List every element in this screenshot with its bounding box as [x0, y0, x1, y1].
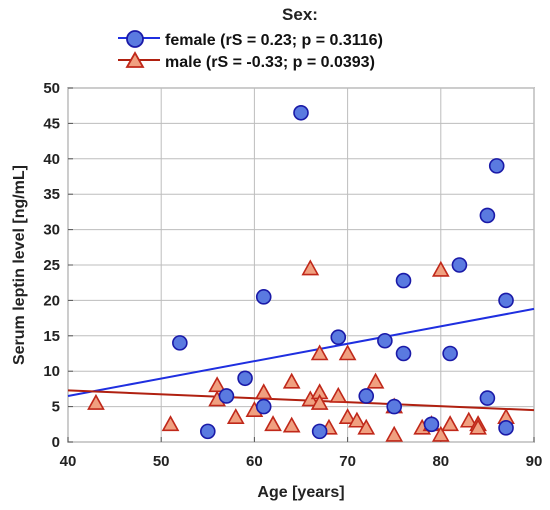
male-point	[254, 383, 273, 400]
legend-female-label: female (rS = 0.23; p = 0.3116)	[165, 32, 383, 49]
y-tick-label: 0	[52, 434, 60, 451]
female-point	[255, 398, 272, 415]
male-point	[348, 411, 366, 428]
y-tick-label: 25	[43, 257, 60, 274]
y-tick-label: 50	[43, 80, 60, 97]
female-point	[218, 388, 235, 404]
female-point	[311, 423, 328, 440]
female-point	[479, 207, 496, 224]
female-point	[395, 272, 412, 289]
x-axis-label: Age [years]	[257, 484, 344, 501]
y-tick-label: 40	[43, 151, 60, 168]
female-point	[237, 370, 253, 387]
female-point	[395, 345, 412, 362]
legend: Sex: female (rS = 0.23; p = 0.3116) male…	[118, 5, 383, 71]
y-axis-label: Serum leptin level [ng/mL]	[11, 165, 28, 365]
male-point	[366, 372, 385, 389]
male-point	[385, 425, 404, 442]
female-point	[358, 388, 375, 404]
male-point	[338, 344, 357, 361]
x-tick-label: 70	[339, 453, 356, 470]
legend-female-marker	[126, 30, 144, 48]
female-point	[488, 158, 505, 174]
male-point	[310, 344, 329, 361]
male-point	[161, 415, 180, 432]
y-tick-label: 45	[43, 115, 60, 132]
y-tick-label: 10	[43, 363, 60, 380]
male-point	[441, 415, 459, 432]
female-point	[423, 416, 440, 433]
female-point	[255, 289, 272, 305]
x-tick-label: 60	[246, 453, 263, 470]
male-point	[338, 408, 357, 425]
x-tick-label: 50	[153, 453, 170, 470]
trend-lines	[67, 307, 535, 412]
female-point	[330, 329, 347, 346]
male-point	[310, 393, 329, 410]
grid	[67, 87, 535, 443]
y-axis-ticks: 0 5 10 15 20 25 30 35 40 45 50	[43, 80, 73, 451]
male-point	[282, 416, 301, 433]
male-point	[431, 260, 450, 277]
y-tick-label: 35	[43, 186, 60, 203]
y-tick-label: 30	[43, 222, 60, 239]
female-point	[442, 345, 458, 362]
y-tick-label: 20	[43, 292, 60, 309]
female-point	[200, 423, 216, 440]
female-point	[172, 335, 188, 351]
male-point	[357, 418, 376, 435]
x-tick-label: 40	[60, 453, 77, 470]
male-trend-line	[67, 389, 535, 412]
legend-title: Sex:	[282, 5, 318, 24]
male-point	[282, 372, 301, 389]
x-tick-label: 80	[432, 453, 449, 470]
x-tick-label: 90	[526, 453, 543, 470]
legend-male-label: male (rS = -0.33; p = 0.0393)	[165, 54, 375, 71]
female-trend-line	[67, 307, 535, 397]
male-point	[469, 418, 487, 435]
y-tick-label: 5	[52, 399, 60, 416]
legend-male-marker	[125, 51, 145, 68]
female-point	[377, 332, 393, 349]
male-point	[459, 411, 478, 428]
male-point	[301, 259, 320, 276]
y-tick-label: 15	[43, 328, 60, 345]
legend-entry-male: male (rS = -0.33; p = 0.0393)	[118, 51, 375, 71]
x-axis-ticks: 40 50 60 70 80 90	[60, 437, 543, 470]
male-point	[226, 408, 245, 425]
female-point	[293, 104, 309, 121]
female-point	[451, 257, 468, 273]
male-point	[329, 386, 348, 403]
male-point	[87, 393, 105, 410]
legend-entry-female: female (rS = 0.23; p = 0.3116)	[118, 30, 383, 49]
male-point	[431, 425, 450, 442]
female-point	[479, 390, 496, 406]
female-point	[386, 398, 403, 415]
female-point	[498, 420, 514, 436]
data-points	[87, 104, 515, 442]
female-point	[498, 292, 514, 309]
male-point	[264, 415, 282, 432]
